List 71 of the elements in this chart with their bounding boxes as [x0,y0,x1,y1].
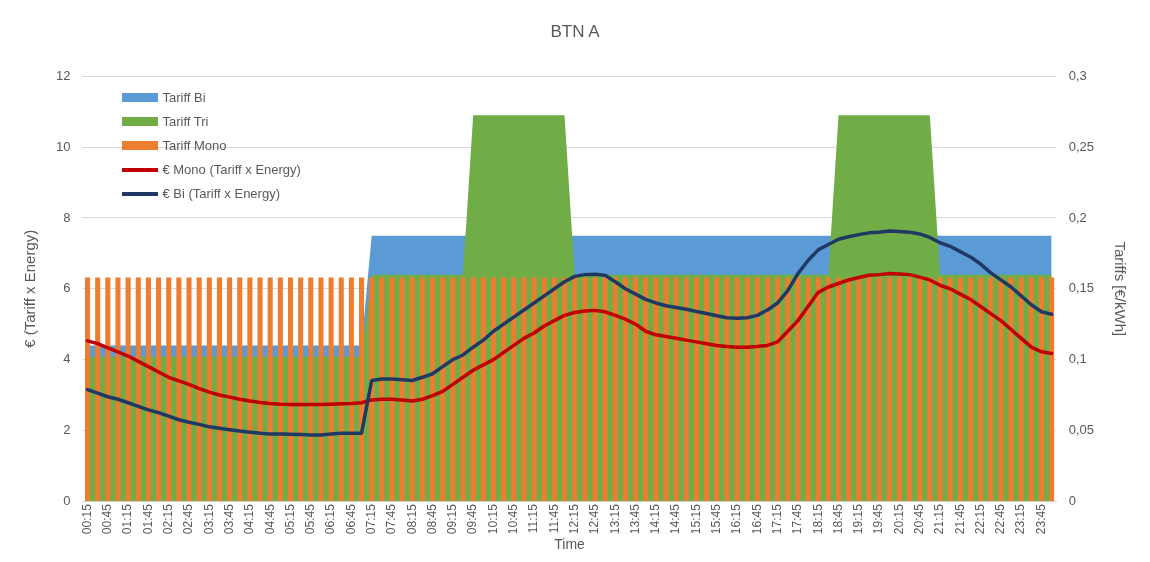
x-tick-label: 23:15 [1013,503,1028,535]
x-tick-label: 05:15 [282,503,297,535]
x-tick-label: 16:45 [749,503,764,535]
x-tick-label: 11:15 [526,503,541,534]
legend-label: Tariff Tri [162,114,209,130]
x-tick-label: 17:45 [790,503,805,535]
x-tick-label: 20:15 [891,503,906,535]
x-tick-label: 19:45 [871,503,886,535]
x-tick-label: 21:15 [932,503,947,535]
y-tick-label: 0 [63,492,71,508]
legend-label: Tariff Bi [162,90,206,106]
x-tick-label: 03:15 [201,503,216,535]
x-tick-label: 02:45 [181,503,196,535]
x-tick-label: 13:45 [627,503,642,535]
x-tick-label: 04:45 [262,503,277,535]
x-tick-label: 04:15 [242,503,257,535]
x-tick-label: 12:45 [587,503,602,535]
x-tick-label: 12:15 [566,503,581,535]
x-tick-label: 10:45 [506,503,521,535]
x-tick-label: 06:15 [323,503,338,535]
x-tick-label: 07:15 [364,503,378,535]
legend-label: € Mono (Tariff x Energy) [162,162,301,178]
y2-tick-label: 0,05 [1068,421,1095,437]
x-tick-label: 18:45 [830,503,845,535]
x-tick-label: 09:45 [465,503,480,535]
y-tick-label: 10 [55,138,71,154]
x-tick-label: 03:45 [221,503,236,535]
x-tick-label: 01:15 [120,503,135,535]
x-axis-title: Time [554,536,586,553]
x-tick-label: 19:15 [851,503,866,535]
x-tick-label: 01:45 [140,503,155,535]
y2-tick-label: 0,2 [1068,209,1087,225]
x-tick-label: 14:45 [668,503,683,535]
x-tick-label: 23:45 [1033,503,1048,535]
x-tick-label: 15:45 [709,503,724,535]
x-tick-label: 21:45 [952,503,967,535]
y-tick-label: 2 [63,421,71,437]
x-tick-label: 16:15 [729,503,744,535]
x-tick-label: 20:45 [912,503,927,535]
x-tick-label: 07:45 [384,503,399,535]
x-tick-label: 00:15 [79,503,94,535]
x-tick-label: 14:15 [648,503,663,535]
y-tick-label: 4 [63,351,71,367]
x-tick-label: 00:45 [100,503,115,535]
chart-title: BTN A [550,21,601,41]
y-axis-title: € (Tariff x Energy) [21,229,39,348]
x-tick-label: 09:15 [445,503,460,535]
y-tick-label: 6 [63,280,71,296]
x-tick-label: 13:15 [607,503,622,535]
x-tick-label: 05:45 [303,503,318,535]
x-tick-label: 02:15 [161,503,176,535]
y2-axis-title: Tariffs [€/kWh] [1111,241,1129,337]
y2-tick-label: 0,25 [1068,138,1095,154]
x-tick-label: 17:15 [769,503,784,535]
x-tick-label: 11:45 [546,503,561,534]
x-tick-label: 08:15 [404,503,419,535]
x-tick-label: 22:45 [993,503,1008,535]
y-tick-label: 12 [55,67,71,83]
x-tick-label: 18:15 [810,503,825,535]
x-tick-label: 22:15 [972,503,987,535]
y2-tick-label: 0 [1068,492,1076,508]
legend-label: € Bi (Tariff x Energy) [162,186,280,202]
x-tick-label: 06:45 [343,503,358,535]
x-tick-label: 08:45 [424,503,439,535]
y2-tick-label: 0,15 [1068,280,1095,296]
x-tick-label: 15:15 [688,503,703,535]
x-tick-label: 10:15 [485,503,500,535]
y2-tick-label: 0,3 [1068,67,1087,83]
y2-tick-label: 0,1 [1068,351,1087,367]
legend-label: Tariff Mono [162,138,227,154]
y-tick-label: 8 [63,209,71,225]
